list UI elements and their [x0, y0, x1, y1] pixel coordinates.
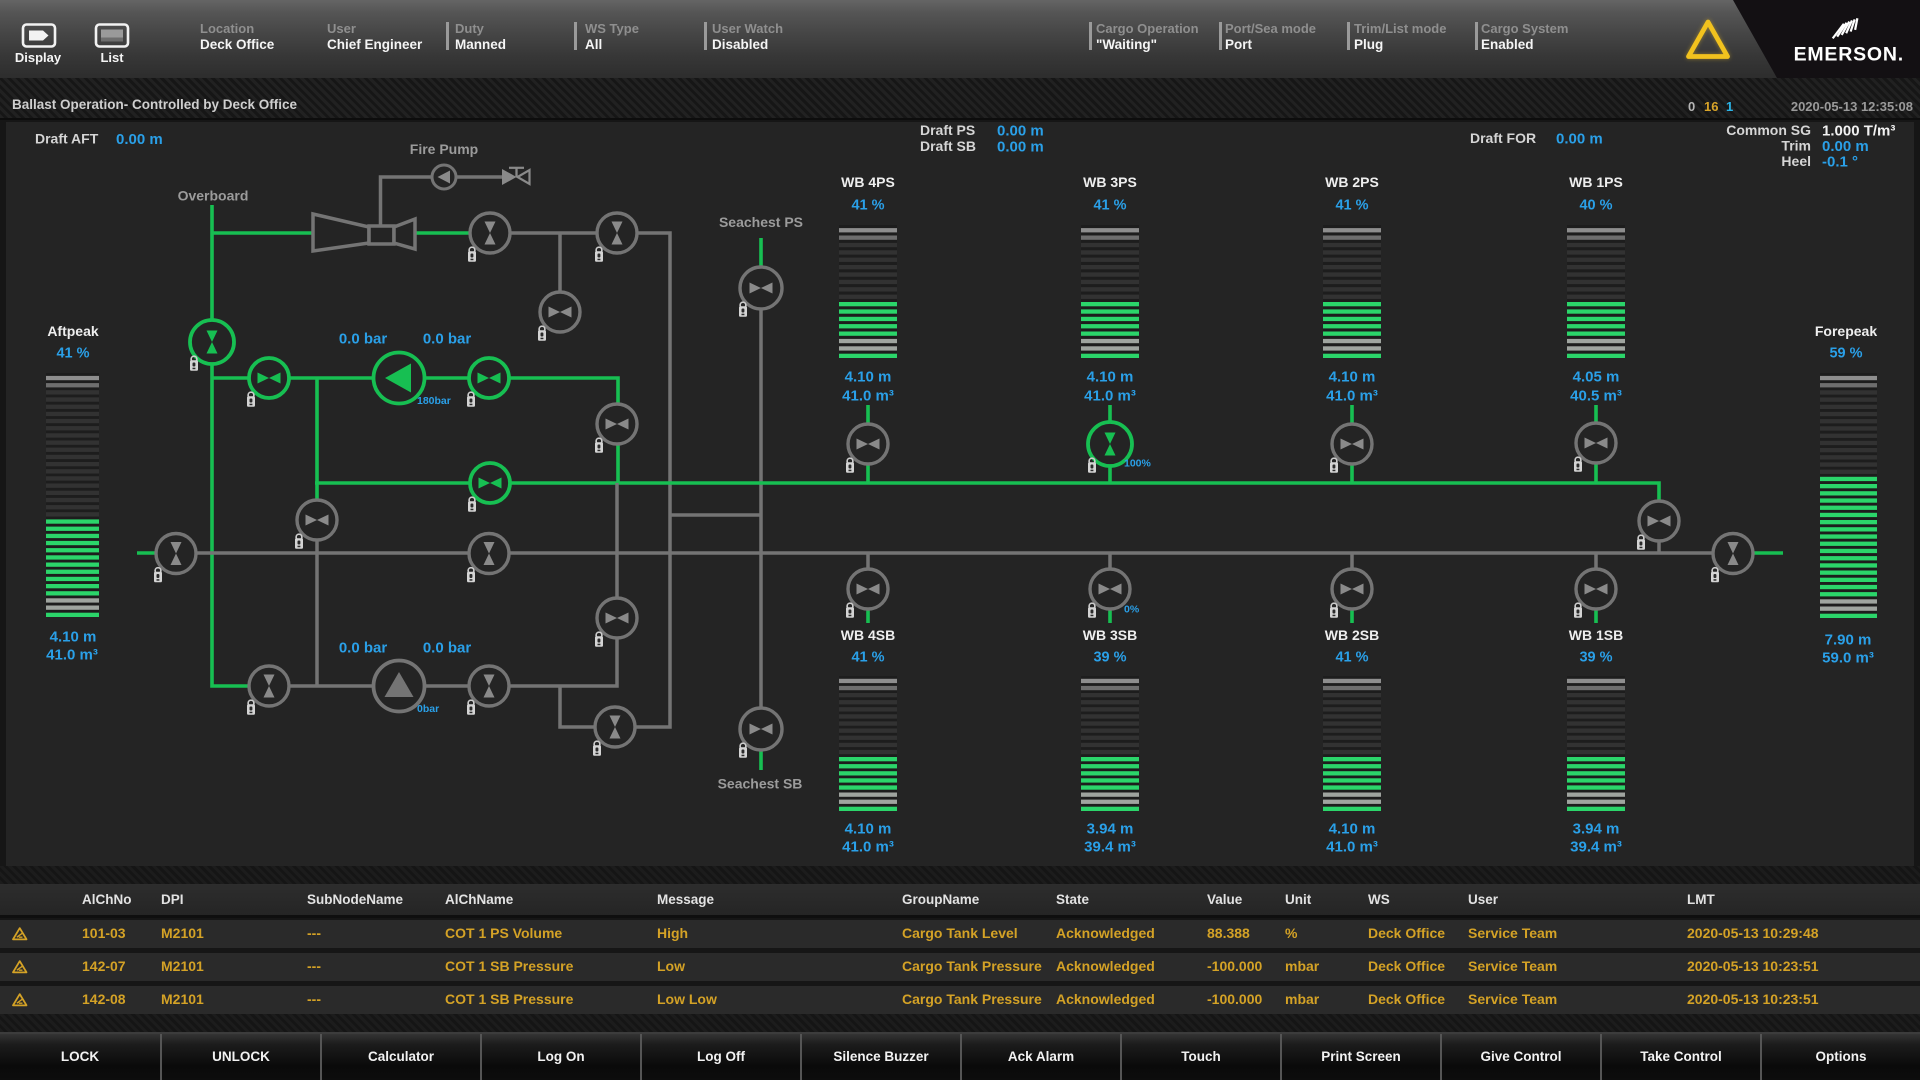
svg-text:4.10 m: 4.10 m	[1329, 368, 1376, 385]
svg-text:4.10 m: 4.10 m	[1087, 368, 1134, 385]
svg-text:Overboard: Overboard	[178, 188, 249, 204]
svg-text:41 %: 41 %	[851, 649, 884, 665]
svg-text:39.4 m³: 39.4 m³	[1570, 838, 1622, 855]
svg-text:WB 4PS: WB 4PS	[841, 174, 895, 190]
svg-text:4.10 m: 4.10 m	[845, 368, 892, 385]
svg-text:0.00 m: 0.00 m	[116, 131, 163, 148]
svg-text:Aftpeak: Aftpeak	[47, 323, 99, 339]
svg-text:0.0 bar: 0.0 bar	[423, 639, 472, 656]
svg-text:WB 2SB: WB 2SB	[1325, 627, 1379, 643]
svg-text:WB 3PS: WB 3PS	[1083, 174, 1137, 190]
svg-text:41 %: 41 %	[851, 197, 884, 213]
svg-text:41 %: 41 %	[56, 345, 89, 361]
svg-text:Forepeak: Forepeak	[1815, 323, 1877, 339]
svg-text:0.00 m: 0.00 m	[1556, 130, 1603, 147]
svg-text:WB 2PS: WB 2PS	[1325, 174, 1379, 190]
svg-text:41 %: 41 %	[1093, 197, 1126, 213]
svg-text:Draft PS: Draft PS	[920, 122, 975, 138]
svg-text:0.0 bar: 0.0 bar	[423, 330, 472, 347]
svg-text:WB 3SB: WB 3SB	[1083, 627, 1137, 643]
svg-text:39 %: 39 %	[1579, 649, 1612, 665]
svg-text:40 %: 40 %	[1579, 197, 1612, 213]
svg-text:0%: 0%	[1124, 603, 1140, 615]
svg-text:Seachest SB: Seachest SB	[718, 776, 803, 792]
svg-text:41.0 m³: 41.0 m³	[1326, 387, 1378, 404]
svg-text:3.94 m: 3.94 m	[1087, 820, 1134, 837]
svg-text:Fire Pump: Fire Pump	[410, 141, 478, 157]
svg-text:41.0 m³: 41.0 m³	[842, 838, 894, 855]
svg-text:Heel: Heel	[1781, 153, 1811, 169]
svg-text:41 %: 41 %	[1335, 649, 1368, 665]
svg-text:41.0 m³: 41.0 m³	[842, 387, 894, 404]
svg-text:180bar: 180bar	[417, 395, 451, 407]
svg-text:WB 1SB: WB 1SB	[1569, 627, 1623, 643]
svg-text:Common SG: Common SG	[1726, 122, 1811, 138]
svg-text:0.00 m: 0.00 m	[997, 122, 1044, 139]
svg-text:39.4 m³: 39.4 m³	[1084, 838, 1136, 855]
svg-text:4.10 m: 4.10 m	[50, 628, 97, 645]
svg-text:Trim: Trim	[1781, 138, 1811, 154]
svg-text:0.0 bar: 0.0 bar	[339, 330, 388, 347]
svg-text:Seachest PS: Seachest PS	[719, 214, 803, 230]
svg-text:Draft SB: Draft SB	[920, 138, 976, 154]
svg-text:-0.1 °: -0.1 °	[1822, 153, 1858, 170]
svg-text:0.0 bar: 0.0 bar	[339, 639, 388, 656]
svg-text:Draft AFT: Draft AFT	[35, 131, 99, 147]
svg-text:1.000 T/m³: 1.000 T/m³	[1822, 122, 1895, 139]
svg-text:41.0 m³: 41.0 m³	[46, 646, 98, 663]
svg-text:4.10 m: 4.10 m	[1329, 820, 1376, 837]
svg-text:Draft FOR: Draft FOR	[1470, 130, 1536, 146]
svg-text:41.0 m³: 41.0 m³	[1084, 387, 1136, 404]
svg-text:0.00 m: 0.00 m	[1822, 138, 1869, 155]
svg-text:40.5 m³: 40.5 m³	[1570, 387, 1622, 404]
svg-text:4.10 m: 4.10 m	[845, 820, 892, 837]
svg-text:4.05 m: 4.05 m	[1573, 368, 1620, 385]
svg-text:WB 1PS: WB 1PS	[1569, 174, 1623, 190]
svg-text:7.90 m: 7.90 m	[1825, 631, 1872, 648]
svg-text:0.00 m: 0.00 m	[997, 138, 1044, 155]
svg-text:0bar: 0bar	[417, 703, 439, 715]
svg-text:3.94 m: 3.94 m	[1573, 820, 1620, 837]
svg-text:41.0 m³: 41.0 m³	[1326, 838, 1378, 855]
svg-text:59.0 m³: 59.0 m³	[1822, 649, 1874, 666]
svg-text:41 %: 41 %	[1335, 197, 1368, 213]
svg-text:WB 4SB: WB 4SB	[841, 627, 895, 643]
svg-text:100%: 100%	[1124, 457, 1152, 469]
svg-text:59 %: 59 %	[1829, 345, 1862, 361]
svg-text:39 %: 39 %	[1093, 649, 1126, 665]
